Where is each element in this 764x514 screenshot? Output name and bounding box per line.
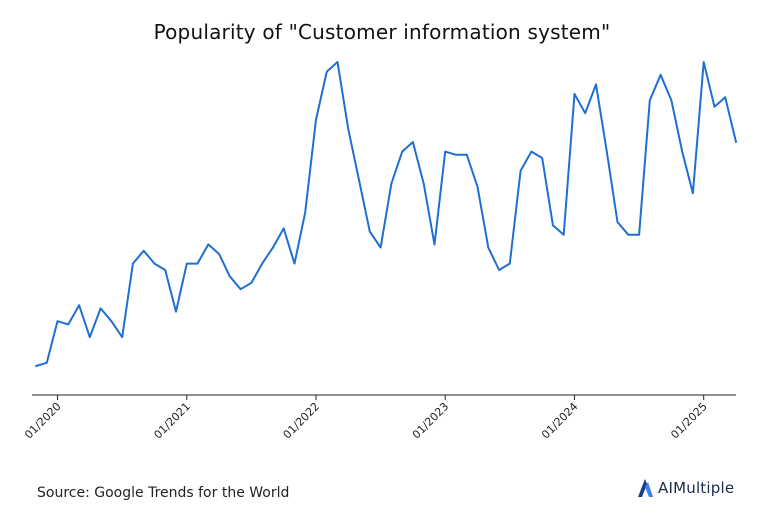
data-point xyxy=(346,127,350,131)
data-point xyxy=(626,233,630,237)
data-point xyxy=(196,262,200,266)
data-point xyxy=(45,361,49,365)
data-point xyxy=(594,82,598,86)
data-point xyxy=(605,150,609,154)
data-point xyxy=(314,118,318,122)
data-point xyxy=(88,335,92,339)
data-point xyxy=(77,303,81,307)
data-point xyxy=(476,185,480,189)
data-point xyxy=(357,178,361,182)
source-note: Source: Google Trends for the World xyxy=(37,485,290,501)
data-point xyxy=(131,262,135,266)
data-point xyxy=(368,230,372,234)
data-point xyxy=(573,92,577,96)
x-tick-label: 01/2020 xyxy=(22,400,64,442)
brand-name-ai: AI xyxy=(658,479,674,497)
data-point xyxy=(713,105,717,109)
data-point xyxy=(616,220,620,224)
data-point xyxy=(206,242,210,246)
data-point xyxy=(400,150,404,154)
series-line xyxy=(35,61,737,367)
data-point xyxy=(540,156,544,160)
data-point xyxy=(174,310,178,314)
x-tick-label: 01/2024 xyxy=(539,400,581,442)
data-point xyxy=(691,191,695,195)
x-tick-label: 01/2022 xyxy=(281,400,323,442)
data-point xyxy=(34,364,38,368)
x-tick-label: 01/2025 xyxy=(668,400,710,442)
data-point xyxy=(389,182,393,186)
data-point xyxy=(153,262,157,266)
data-point xyxy=(239,287,243,291)
data-point xyxy=(551,223,555,227)
data-point xyxy=(443,150,447,154)
data-point xyxy=(228,274,232,278)
series-layer xyxy=(34,60,738,368)
data-point xyxy=(260,262,264,266)
data-point xyxy=(99,306,103,310)
aimultiple-logo-icon xyxy=(638,479,653,497)
data-point xyxy=(669,98,673,102)
data-point xyxy=(303,210,307,214)
data-point xyxy=(454,153,458,157)
data-point xyxy=(185,262,189,266)
data-point xyxy=(120,335,124,339)
chart-title: Popularity of "Customer information syst… xyxy=(153,20,611,44)
data-point xyxy=(163,268,167,272)
x-tick-label: 01/2021 xyxy=(151,400,193,442)
data-point xyxy=(465,153,469,157)
data-point xyxy=(411,140,415,144)
data-point xyxy=(497,268,501,272)
data-point xyxy=(583,111,587,115)
data-point xyxy=(422,182,426,186)
data-point xyxy=(271,246,275,250)
data-point xyxy=(379,246,383,250)
data-point xyxy=(562,233,566,237)
data-point xyxy=(433,242,437,246)
data-point xyxy=(734,140,738,144)
data-point xyxy=(109,319,113,323)
line-chart: 01/2020 01/2021 01/2022 01/2023 01/2024 01/20… xyxy=(22,60,738,442)
data-point xyxy=(249,281,253,285)
data-point xyxy=(66,322,70,326)
data-point xyxy=(325,70,329,74)
data-point xyxy=(702,60,706,64)
data-point xyxy=(529,150,533,154)
x-tick-label: 01/2023 xyxy=(410,400,452,442)
data-point xyxy=(508,262,512,266)
data-point xyxy=(282,226,286,230)
data-point xyxy=(637,233,641,237)
brand-name-multiple: Multiple xyxy=(673,479,735,497)
x-axis: 01/2020 01/2021 01/2022 01/2023 01/2024 01/20… xyxy=(22,394,736,442)
data-point xyxy=(486,246,490,250)
data-point xyxy=(142,249,146,253)
data-point xyxy=(648,98,652,102)
data-point xyxy=(659,73,663,77)
brand-logo: AIMultiple xyxy=(636,476,734,500)
brand-name: AIMultiple xyxy=(658,479,734,497)
data-point xyxy=(680,150,684,154)
data-point xyxy=(723,95,727,99)
data-point xyxy=(217,252,221,256)
data-point xyxy=(519,169,523,173)
data-point xyxy=(293,262,297,266)
data-point xyxy=(336,60,340,64)
data-point xyxy=(56,319,60,323)
